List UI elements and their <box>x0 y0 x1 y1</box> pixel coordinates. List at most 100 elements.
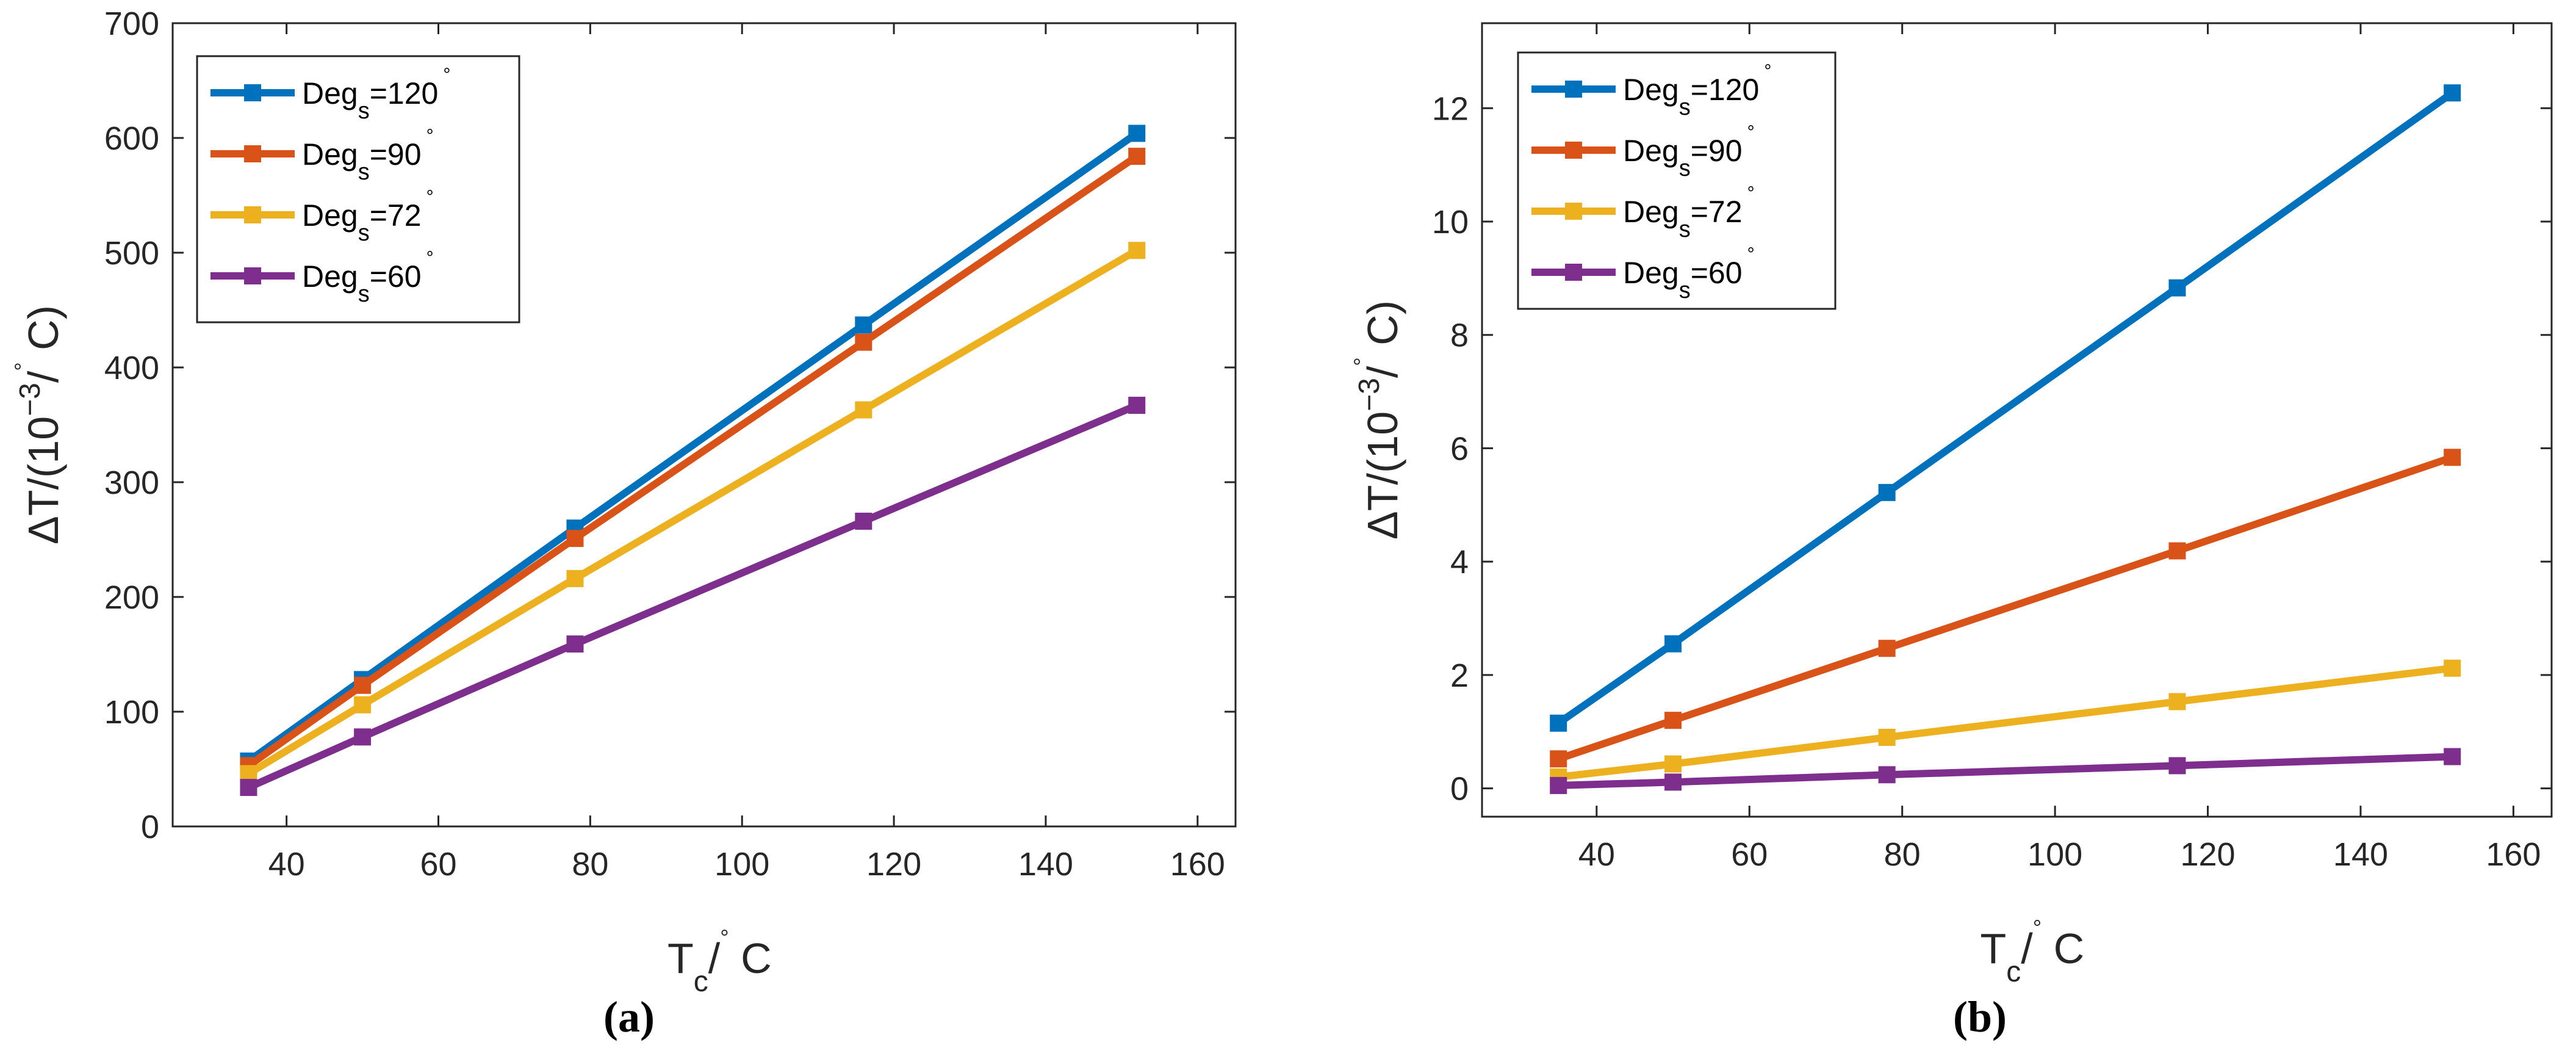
y-label-unit: C) <box>1359 300 1406 357</box>
y-tick-label: 4 <box>1450 544 1469 580</box>
data-point-marker <box>566 569 584 587</box>
legend-entry-label: Degs=72° <box>1623 183 1755 242</box>
data-point-marker <box>1878 729 1896 746</box>
y-tick-label: 600 <box>104 120 159 157</box>
legend-label-degree: ° <box>443 65 450 85</box>
legend-swatch-marker <box>244 84 261 101</box>
data-point-marker <box>1550 714 1567 732</box>
x-axis-label: Tc/° C <box>1981 915 2085 988</box>
legend-entry-label: Degs=90° <box>302 126 434 185</box>
data-point-marker <box>240 779 257 797</box>
y-tick-label: 2 <box>1450 657 1469 694</box>
data-point-marker <box>1664 755 1682 773</box>
legend-entry-label: Degs=60° <box>302 248 434 307</box>
x-tick-label: 40 <box>1578 836 1615 873</box>
data-point-marker <box>2444 748 2461 765</box>
data-point-marker <box>2168 693 2186 710</box>
x-label-unit: C <box>2042 925 2084 972</box>
legend-label-subscript: s <box>1679 217 1691 242</box>
data-point-marker <box>2444 659 2461 677</box>
legend-swatch-marker <box>1565 81 1582 98</box>
x-tick-label: 80 <box>572 846 608 883</box>
data-point-marker <box>1128 397 1146 414</box>
x-label-degree: ° <box>720 925 729 950</box>
legend-label-value: =60 <box>370 259 422 294</box>
y-label-base: ΔT/(10 <box>20 416 67 544</box>
x-tick-label: 120 <box>2180 836 2235 873</box>
x-label-base: T <box>667 934 694 982</box>
y-label-degree: ° <box>1349 357 1374 366</box>
legend-label-base: Deg <box>1623 256 1679 290</box>
data-point-marker <box>1550 750 1567 768</box>
y-label-slash: / <box>20 370 67 383</box>
data-point-marker <box>1128 242 1146 259</box>
x-label-slash: / <box>708 934 721 982</box>
legend-label-base: Deg <box>1623 195 1679 229</box>
y-tick-label: 0 <box>1450 771 1469 808</box>
x-tick-label: 40 <box>268 846 305 883</box>
legend-label-subscript: s <box>358 159 370 185</box>
x-label-subscript: c <box>2006 956 2021 988</box>
data-point-marker <box>2168 279 2186 297</box>
y-tick-label: 0 <box>141 809 159 845</box>
legend-label-value: =72 <box>1691 195 1743 229</box>
legend-entry-label: Degs=120° <box>302 65 450 124</box>
y-tick-label: 400 <box>104 350 159 386</box>
legend-label-subscript: s <box>358 220 370 246</box>
data-point-marker <box>2444 84 2461 102</box>
y-tick-label: 700 <box>104 5 159 42</box>
x-label-base: T <box>1981 925 2007 972</box>
legend-label-base: Deg <box>1623 134 1679 168</box>
y-tick-label: 200 <box>104 579 159 616</box>
chart-panel-a: 40 60 80 100 120 140 160 0 100 200 300 400 500 600 700… <box>10 5 1237 998</box>
x-label-slash: / <box>2021 925 2033 972</box>
data-point-marker <box>354 696 372 714</box>
y-label-exponent: −3 <box>1353 378 1386 411</box>
legend-label-degree: ° <box>426 248 434 268</box>
x-tick-label: 80 <box>1884 836 1921 873</box>
y-tick-label: 300 <box>104 464 159 501</box>
legend-entry-label: Degs=60° <box>1623 244 1755 303</box>
data-point-marker <box>354 676 372 694</box>
legend-swatch-marker <box>244 145 261 162</box>
legend-swatch-marker <box>1565 203 1582 220</box>
x-label-unit: C <box>729 934 772 982</box>
legend-swatch-marker <box>244 206 261 223</box>
chart-panel-b: 40 60 80 100 120 140 160024681012Degs=120°Degs… <box>1349 22 2553 988</box>
data-point-marker <box>1128 148 1146 165</box>
data-point-marker <box>1878 640 1896 657</box>
y-tick-label: 500 <box>104 235 159 272</box>
y-label-slash: / <box>1359 366 1406 378</box>
y-tick-label: 6 <box>1450 430 1469 467</box>
legend-label-degree: ° <box>426 126 434 146</box>
legend-label-value: =120 <box>1691 73 1760 107</box>
legend-label-value: =72 <box>370 198 422 233</box>
legend-label-value: =90 <box>1691 134 1743 168</box>
data-point-marker <box>2168 757 2186 775</box>
legend-label-base: Deg <box>302 259 358 294</box>
data-point-marker <box>855 512 872 530</box>
legend-label-subscript: s <box>358 98 370 124</box>
x-tick-label: 60 <box>420 846 456 883</box>
x-label-degree: ° <box>2033 915 2042 940</box>
y-tick-label: 100 <box>104 694 159 731</box>
legend-label-base: Deg <box>302 137 358 172</box>
x-axis-label: Tc/° C <box>667 925 772 998</box>
legend-label-subscript: s <box>1679 156 1691 181</box>
data-point-marker <box>855 401 872 419</box>
panel-caption-b: (b) <box>1953 992 2007 1041</box>
x-label-subscript: c <box>694 966 708 998</box>
legend-label-subscript: s <box>1679 95 1691 120</box>
data-point-marker <box>1664 712 1682 729</box>
data-point-marker <box>566 635 584 653</box>
data-point-marker <box>354 728 372 746</box>
data-point-marker <box>2168 542 2186 560</box>
legend-label-base: Deg <box>302 76 358 110</box>
data-point-marker <box>855 316 872 334</box>
data-point-marker <box>1550 776 1567 794</box>
data-point-marker <box>1878 483 1896 501</box>
x-tick-label: 120 <box>866 846 921 883</box>
y-axis-label: ΔT/(10−3/° C) <box>1349 300 1406 540</box>
legend-label-degree: ° <box>1747 244 1755 264</box>
